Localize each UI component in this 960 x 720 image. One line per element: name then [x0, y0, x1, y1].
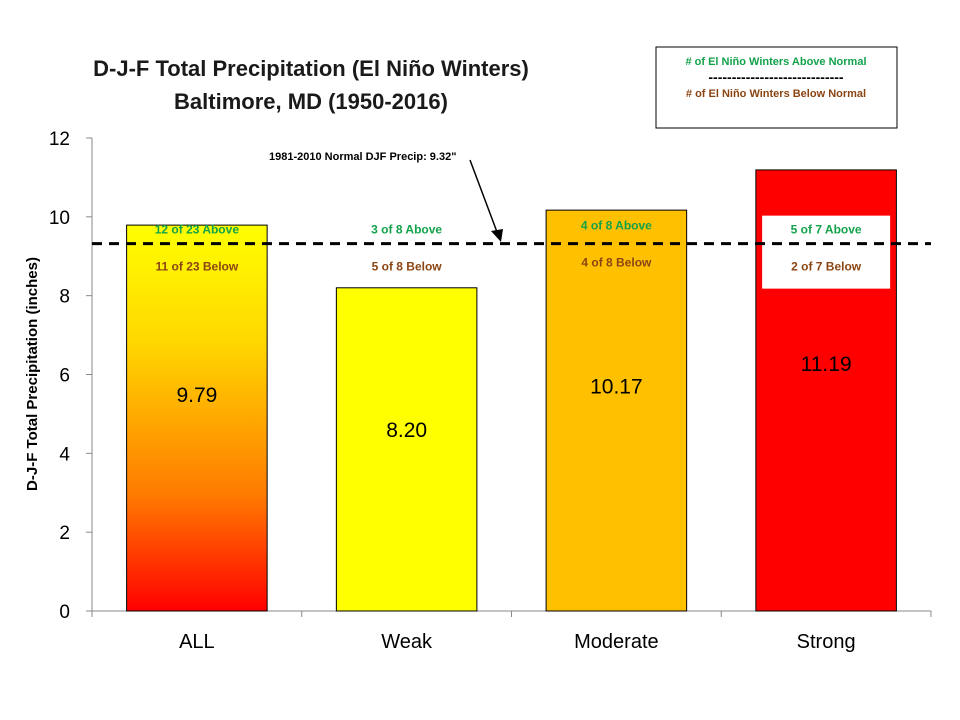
below-count: 4 of 8 Below [581, 256, 652, 270]
legend-box [655, 46, 898, 129]
annotation-arrow [469, 159, 503, 242]
legend-below-text: # of El Niño Winters Below Normal [686, 88, 866, 100]
legend-divider: ----------------------------- [708, 69, 844, 85]
bar-all [126, 224, 268, 612]
legend: # of El Niño Winters Above Normal ------… [655, 46, 898, 129]
above-count: 4 of 8 Above [581, 219, 652, 233]
below-count: 5 of 8 Below [372, 260, 443, 274]
bar-moderate [545, 209, 688, 612]
y-tick-label: 2 [59, 523, 70, 544]
bar-labels: 9.79 12 of 23 Above 11 of 23 Below 8.20 3 of… [155, 215, 891, 442]
x-tick-label: Weak [381, 631, 433, 653]
y-tick-label: 4 [59, 444, 70, 465]
y-axis-label: D-J-F Total Precipitation (inches) [24, 257, 41, 491]
chart-subtitle: Baltimore, MD (1950-2016) [174, 89, 448, 114]
above-count: 5 of 7 Above [791, 223, 862, 237]
chart-title: D-J-F Total Precipitation (El Niño Winte… [93, 56, 529, 81]
below-count: 11 of 23 Below [156, 260, 239, 274]
x-tick-label: Strong [797, 631, 856, 653]
y-tick-label: 0 [59, 602, 70, 623]
x-tick-label: ALL [179, 631, 215, 653]
legend-above-text: # of El Niño Winters Above Normal [685, 56, 866, 68]
value-label: 9.79 [176, 384, 217, 407]
value-label: 10.17 [590, 376, 643, 399]
below-count: 2 of 7 Below [791, 260, 862, 274]
above-count: 12 of 23 Above [155, 223, 240, 237]
y-ticks: 0 2 4 6 8 10 12 [49, 129, 92, 623]
above-count: 3 of 8 Above [371, 223, 442, 237]
y-tick-label: 10 [49, 208, 70, 229]
x-ticks: ALL Weak Moderate Strong [91, 611, 932, 653]
y-tick-label: 6 [59, 366, 70, 387]
y-tick-label: 12 [49, 129, 70, 150]
value-label: 8.20 [386, 419, 427, 442]
y-tick-label: 8 [59, 287, 70, 308]
bar-weak [335, 287, 478, 612]
counts-box [762, 215, 891, 289]
x-tick-label: Moderate [574, 631, 659, 653]
normal-annotation: 1981-2010 Normal DJF Precip: 9.32" [269, 151, 456, 163]
value-label: 11.19 [801, 353, 852, 376]
